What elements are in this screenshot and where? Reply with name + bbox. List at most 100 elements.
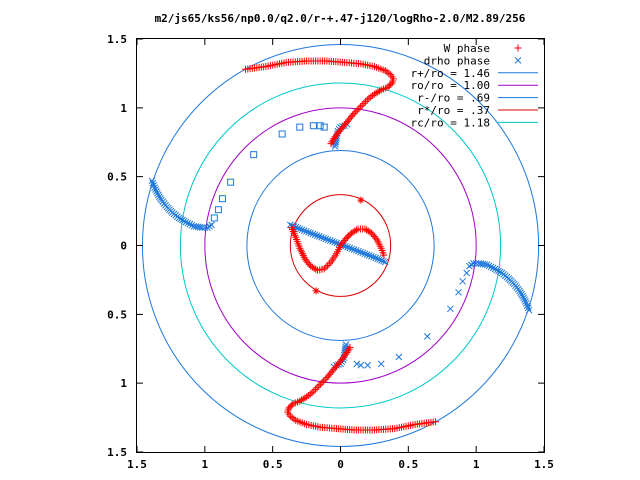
y-tick-label-6: 1.5 (107, 33, 127, 46)
legend-label-2: r+/ro = 1.46 (411, 67, 490, 80)
drho-point-0-8 (302, 228, 310, 235)
w-point-0-69 (380, 251, 388, 259)
drho-point-0-29 (348, 245, 356, 253)
drho-point-2-35 (472, 260, 480, 267)
drho-isolated-11 (459, 277, 466, 285)
x-tick-label-1: 1 (202, 458, 209, 471)
w-isolated-0 (357, 196, 365, 204)
drho-point-0-13 (313, 232, 321, 239)
drho-point-0-40 (372, 254, 380, 262)
w-point-1-44 (387, 71, 395, 79)
drho-point-0-14 (315, 233, 323, 240)
legend-label-3: ro/ro = 1.00 (411, 79, 490, 92)
w-point-1-29 (369, 91, 377, 99)
drho-point-0-37 (365, 252, 373, 259)
drho-point-0-28 (346, 244, 354, 252)
drho-isolated-4 (250, 151, 258, 159)
y-tick-label-0: 1.5 (107, 446, 127, 459)
w-point-2-17 (324, 372, 332, 380)
y-tick-label-3: 0 (120, 240, 127, 253)
w-point-1-109 (242, 65, 250, 73)
drho-isolated-18 (357, 361, 365, 369)
drho-isolated-13 (447, 305, 454, 313)
drho-point-0-19 (326, 237, 334, 244)
drho-point-2-38 (466, 262, 473, 270)
drho-point-0-10 (307, 229, 315, 237)
w-point-1-20 (353, 106, 361, 114)
drho-point-2-5 (521, 296, 528, 304)
drho-isolated-10 (463, 269, 471, 277)
legend-swatch-1 (514, 57, 522, 64)
drho-point-0-35 (361, 250, 369, 258)
drho-point-0-7 (300, 227, 308, 234)
drho-point-1-4 (152, 186, 159, 193)
drho-point-1-5 (153, 187, 160, 195)
w-point-2-21 (318, 379, 326, 387)
circle-1 (204, 107, 477, 384)
w-point-0-23 (312, 265, 320, 273)
drho-point-2-28 (487, 263, 495, 271)
drho-point-1-3 (151, 184, 158, 192)
legend-label-1: drho phase (424, 54, 490, 67)
drho-point-0-44 (380, 257, 387, 265)
drho-isolated-9 (320, 123, 328, 131)
drho-point-1-2 (150, 182, 158, 189)
drho-point-0-45 (381, 258, 389, 266)
drho-point-0-16 (320, 234, 328, 242)
w-point-1-19 (352, 108, 360, 116)
y-tick-label-5: 1 (120, 102, 127, 115)
axis-ticks: 1.5 1 0.5 0 0.5 1 1.51.510.500.511.5 (107, 33, 554, 471)
drho-point-0-33 (357, 248, 364, 256)
drho-isolated-2 (218, 195, 226, 203)
w-point-2-25 (311, 385, 319, 393)
drho-point-0-41 (374, 255, 382, 263)
drho-isolated-0 (210, 214, 218, 222)
w-point-2-26 (310, 387, 318, 395)
drho-point-0-31 (352, 247, 360, 254)
w-point-2-109 (431, 418, 439, 426)
drho-isolated-1 (214, 206, 222, 214)
drho-point-2-29 (485, 262, 493, 270)
legend-label-0: W phase (444, 42, 490, 55)
w-point-1-22 (357, 103, 365, 111)
drho-point-0-11 (309, 230, 317, 238)
w-point-1-23 (358, 101, 366, 109)
x-tick-label-0: 1.5 (127, 458, 147, 471)
drho-point-0-12 (311, 231, 319, 239)
w-point-1-33 (376, 87, 384, 95)
w-point-2-45 (288, 414, 296, 422)
w-point-0-27 (320, 265, 328, 273)
circle-4 (179, 82, 502, 409)
y-tick-label-2: 0.5 (107, 308, 127, 321)
drho-point-0-38 (368, 252, 375, 260)
drho-point-2-26 (491, 265, 499, 273)
w-point-1-17 (349, 111, 357, 119)
x-tick-label-4: 0.5 (398, 458, 418, 471)
drho-point-2-0 (525, 306, 533, 314)
drho-point-1-29 (188, 221, 196, 229)
drho-point-0-18 (324, 236, 332, 244)
w-point-1-46 (383, 68, 391, 76)
drho-isolated-15 (395, 353, 403, 361)
drho-point-0-39 (370, 253, 377, 261)
w-point-0-61 (372, 234, 380, 242)
legend-swatch-0 (514, 44, 522, 52)
drho-point-0-17 (322, 235, 330, 243)
drho-point-2-3 (523, 299, 530, 307)
drho-point-0-27 (344, 243, 351, 251)
drho-point-2-34 (475, 260, 483, 267)
w-point-2-24 (313, 384, 321, 392)
chart-title: m2/js65/ks56/np0.0/q2.0/r-+.47-j120/logR… (155, 12, 526, 25)
w-point-1-45 (385, 69, 393, 77)
drho-point-0-21 (331, 238, 338, 246)
w-point-2-23 (315, 382, 323, 390)
w-point-2-18 (323, 374, 331, 382)
drho-point-0-15 (318, 233, 325, 241)
w-point-1-28 (367, 93, 375, 101)
drho-point-2-27 (489, 264, 497, 272)
drho-point-0-30 (350, 246, 358, 253)
drho-point-1-0 (148, 177, 156, 185)
legend-label-4: r-/ro = .69 (417, 92, 490, 105)
drho-point-0-5 (296, 225, 304, 233)
